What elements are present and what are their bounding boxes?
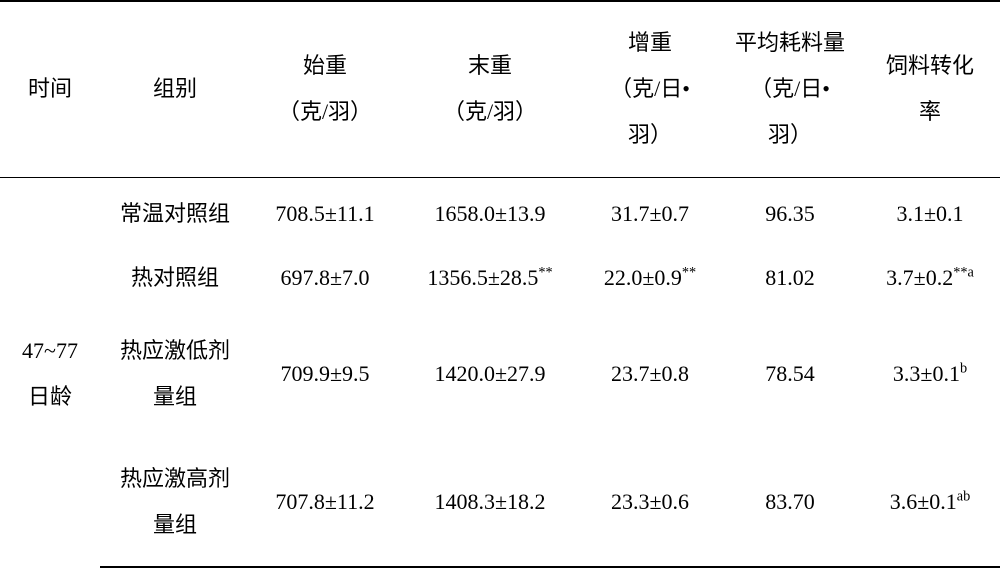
table-row: 47~77日龄 常温对照组 708.5±11.1 1658.0±13.9 31.… bbox=[0, 177, 1000, 246]
data-table-wrapper: 时间 组别 始重（克/羽） 末重（克/羽） 增重（克/日•羽） 平均耗料量（克/… bbox=[0, 0, 1000, 568]
cell-feed: 83.70 bbox=[720, 438, 860, 567]
cell-fcr: 3.3±0.1b bbox=[860, 310, 1000, 438]
cell-gain: 22.0±0.9** bbox=[580, 246, 720, 310]
cell-group: 热应激高剂量组 bbox=[100, 438, 250, 567]
cell-gain: 23.3±0.6 bbox=[580, 438, 720, 567]
col-header-group: 组别 bbox=[100, 1, 250, 177]
cell-fcr: 3.6±0.1ab bbox=[860, 438, 1000, 567]
table-row: 热应激高剂量组 707.8±11.2 1408.3±18.2 23.3±0.6 … bbox=[0, 438, 1000, 567]
cell-end: 1420.0±27.9 bbox=[400, 310, 580, 438]
cell-feed: 96.35 bbox=[720, 177, 860, 246]
cell-end: 1408.3±18.2 bbox=[400, 438, 580, 567]
cell-feed: 81.02 bbox=[720, 246, 860, 310]
cell-group: 热对照组 bbox=[100, 246, 250, 310]
cell-fcr: 3.1±0.1 bbox=[860, 177, 1000, 246]
cell-start: 708.5±11.1 bbox=[250, 177, 400, 246]
cell-fcr: 3.7±0.2**a bbox=[860, 246, 1000, 310]
col-header-fcr: 饲料转化率 bbox=[860, 1, 1000, 177]
cell-group: 热应激低剂量组 bbox=[100, 310, 250, 438]
cell-feed: 78.54 bbox=[720, 310, 860, 438]
cell-start: 709.9±9.5 bbox=[250, 310, 400, 438]
cell-start: 697.8±7.0 bbox=[250, 246, 400, 310]
table-row: 热应激低剂量组 709.9±9.5 1420.0±27.9 23.7±0.8 7… bbox=[0, 310, 1000, 438]
col-header-end: 末重（克/羽） bbox=[400, 1, 580, 177]
col-header-time: 时间 bbox=[0, 1, 100, 177]
cell-end: 1658.0±13.9 bbox=[400, 177, 580, 246]
cell-start: 707.8±11.2 bbox=[250, 438, 400, 567]
col-header-feed: 平均耗料量（克/日•羽） bbox=[720, 1, 860, 177]
cell-gain: 23.7±0.8 bbox=[580, 310, 720, 438]
col-header-start: 始重（克/羽） bbox=[250, 1, 400, 177]
col-header-gain: 增重（克/日•羽） bbox=[580, 1, 720, 177]
cell-gain: 31.7±0.7 bbox=[580, 177, 720, 246]
table-row: 热对照组 697.8±7.0 1356.5±28.5** 22.0±0.9** … bbox=[0, 246, 1000, 310]
cell-time: 47~77日龄 bbox=[0, 177, 100, 567]
data-table: 时间 组别 始重（克/羽） 末重（克/羽） 增重（克/日•羽） 平均耗料量（克/… bbox=[0, 0, 1000, 568]
cell-group: 常温对照组 bbox=[100, 177, 250, 246]
table-header-row: 时间 组别 始重（克/羽） 末重（克/羽） 增重（克/日•羽） 平均耗料量（克/… bbox=[0, 1, 1000, 177]
cell-end: 1356.5±28.5** bbox=[400, 246, 580, 310]
